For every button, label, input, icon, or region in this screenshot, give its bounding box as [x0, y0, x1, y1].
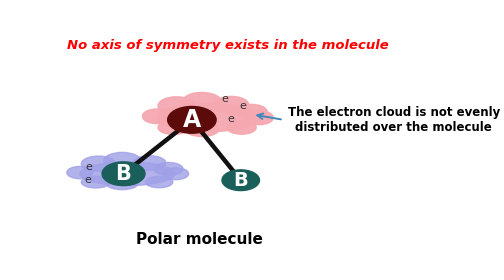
Ellipse shape — [145, 176, 173, 188]
Ellipse shape — [81, 156, 115, 171]
Circle shape — [102, 162, 145, 186]
Ellipse shape — [157, 104, 259, 132]
Circle shape — [168, 106, 216, 133]
Ellipse shape — [227, 121, 256, 134]
Ellipse shape — [214, 96, 249, 114]
Text: No axis of symmetry exists in the molecule: No axis of symmetry exists in the molecu… — [67, 39, 389, 52]
Text: e: e — [85, 162, 92, 172]
Ellipse shape — [236, 104, 267, 120]
Ellipse shape — [158, 120, 189, 134]
Text: Polar molecule: Polar molecule — [136, 232, 263, 247]
Ellipse shape — [106, 178, 138, 190]
Text: A: A — [183, 108, 201, 132]
Ellipse shape — [182, 92, 222, 112]
Ellipse shape — [154, 162, 183, 176]
Ellipse shape — [133, 156, 166, 171]
Ellipse shape — [67, 166, 93, 179]
Ellipse shape — [104, 152, 141, 169]
Ellipse shape — [158, 97, 195, 115]
Text: e: e — [222, 94, 228, 104]
Text: The electron cloud is not evenly
distributed over the molecule: The electron cloud is not evenly distrib… — [288, 106, 500, 134]
Text: e: e — [84, 175, 91, 185]
Ellipse shape — [143, 109, 171, 123]
Ellipse shape — [81, 176, 110, 188]
Text: B: B — [115, 164, 132, 184]
Ellipse shape — [163, 168, 188, 180]
Ellipse shape — [80, 162, 175, 186]
Circle shape — [222, 170, 260, 191]
Ellipse shape — [185, 122, 219, 136]
Ellipse shape — [246, 111, 273, 125]
Text: B: B — [233, 171, 248, 190]
Text: e: e — [227, 114, 234, 124]
Text: e: e — [239, 101, 246, 111]
